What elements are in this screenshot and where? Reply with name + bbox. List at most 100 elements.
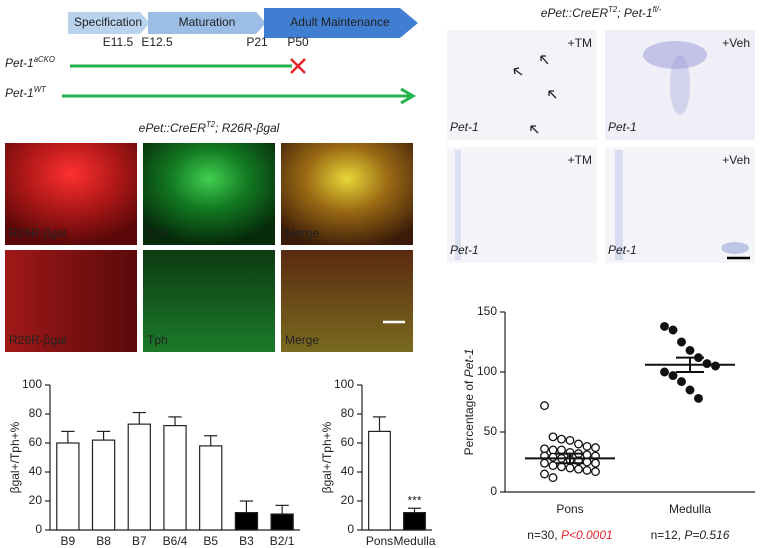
- y-tick-label: 150: [477, 304, 497, 318]
- note-part: P=0.516: [684, 528, 729, 542]
- data-point: [668, 325, 678, 335]
- gene-label: Pet-1: [608, 243, 637, 257]
- gene-label: Pet-1: [450, 120, 479, 134]
- bar: [91, 439, 116, 531]
- bar: [234, 511, 259, 531]
- note: n=12, P=0.516: [651, 528, 730, 542]
- x-tick-label: Pons: [366, 534, 393, 548]
- stage-arrow: [68, 12, 150, 34]
- data-point: [582, 441, 592, 451]
- y-tick-label: 0: [490, 484, 497, 498]
- note-part: P<0.0001: [561, 528, 613, 542]
- panel-title: ePet::CreERT2; R26R-βgal: [139, 120, 280, 136]
- image-label: Merge: [285, 333, 319, 347]
- x-tick-label: B8: [96, 534, 111, 548]
- image: [143, 143, 275, 245]
- treatment-label: +Veh: [722, 36, 750, 50]
- x-tick-label: B9: [61, 534, 76, 548]
- y-tick-label: 100: [477, 364, 497, 378]
- data-point: [660, 321, 669, 331]
- y-axis-label: βgal+/Tph+%: [320, 421, 334, 493]
- y-tick-label: 80: [341, 406, 355, 420]
- y-axis-label: βgal+/Tph+%: [8, 421, 22, 493]
- image: [281, 143, 413, 245]
- bar: [270, 513, 294, 531]
- stain: [670, 55, 690, 115]
- y-tick-label: 40: [341, 464, 355, 478]
- line-label: Pet-1aCKO: [5, 55, 55, 71]
- x-tick-label: B2/1: [270, 534, 295, 548]
- data-point: [565, 435, 575, 445]
- x-tick-label: Medulla: [669, 502, 711, 516]
- data-point: [548, 445, 558, 455]
- stage-label: Specification: [74, 15, 142, 29]
- y-tick-label: 0: [347, 522, 354, 536]
- y-tick-label: 0: [35, 522, 42, 536]
- significance: ***: [407, 493, 421, 507]
- data-point: [557, 434, 566, 444]
- data-point: [540, 469, 549, 479]
- timepoint: P50: [287, 35, 309, 49]
- data-point: [540, 401, 549, 411]
- image: [447, 30, 597, 140]
- bar: [368, 430, 391, 531]
- x-tick-label: B7: [132, 534, 147, 548]
- image-label: R26R-βgal: [9, 226, 67, 240]
- treatment-label: +TM: [568, 153, 592, 167]
- image: [605, 30, 755, 140]
- image: [5, 250, 137, 352]
- data-point: [711, 361, 720, 371]
- note-part: n=12,: [651, 528, 685, 542]
- data-point: [660, 367, 669, 377]
- panel-title-part: ; Pet-1: [617, 6, 652, 20]
- y-axis-label-part: Percentage of: [462, 377, 476, 455]
- x-tick-label: B3: [239, 534, 254, 548]
- image: [143, 250, 275, 352]
- panel-title: ePet::CreERT2; Pet-1fl/-: [541, 5, 662, 21]
- stain: [455, 150, 461, 260]
- image-label: Merge: [285, 226, 319, 240]
- y-tick-label: 100: [22, 377, 42, 391]
- micrographs: [5, 143, 413, 352]
- data-point: [574, 464, 583, 474]
- treatment-label: +Veh: [722, 153, 750, 167]
- y-tick-label: 50: [484, 424, 498, 438]
- panel-title-part: ; R26R-βgal: [215, 121, 280, 135]
- deletion-mark: [290, 58, 306, 74]
- line-label-part: Pet-1: [5, 86, 34, 100]
- data-point: [591, 458, 600, 468]
- line-label: Pet-1WT: [5, 85, 47, 101]
- line-label-part: Pet-1: [5, 56, 34, 70]
- y-tick-label: 100: [334, 377, 354, 391]
- line-label-part: WT: [34, 85, 47, 94]
- data-point: [668, 371, 678, 381]
- data-point: [540, 444, 549, 454]
- timepoint: P21: [246, 35, 268, 49]
- data-point: [702, 359, 712, 369]
- y-axis-label: Percentage of Pet-1: [462, 349, 476, 456]
- stain: [721, 242, 749, 254]
- note: n=30, P<0.0001: [527, 528, 612, 542]
- stain: [643, 41, 707, 69]
- data-point: [677, 377, 686, 387]
- gene-label: Pet-1: [450, 243, 479, 257]
- panel-title-part: fl/-: [653, 5, 662, 14]
- bar: [199, 445, 223, 531]
- x-tick-label: B6/4: [163, 534, 188, 548]
- wt-arrowhead: [400, 87, 416, 105]
- y-tick-label: 20: [29, 493, 43, 507]
- line-label-part: aCKO: [34, 55, 55, 64]
- data-point: [694, 393, 703, 403]
- stain: [615, 150, 623, 260]
- bar: [56, 442, 80, 531]
- x-tick-label: Pons: [556, 502, 583, 516]
- data-point: [548, 461, 558, 471]
- note-part: n=30,: [527, 528, 561, 542]
- panel-title-part: T2: [608, 5, 618, 14]
- y-tick-label: 60: [341, 435, 355, 449]
- data-point: [591, 443, 600, 453]
- y-tick-label: 60: [29, 435, 43, 449]
- y-tick-label: 40: [29, 464, 43, 478]
- timepoint: E12.5: [141, 35, 173, 49]
